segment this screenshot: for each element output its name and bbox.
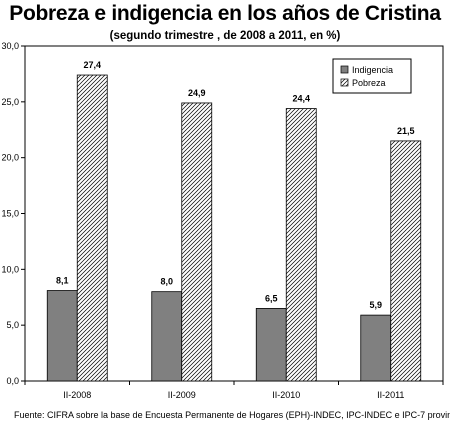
y-tick-label: 20,0: [1, 153, 19, 163]
plot-area: 0,0 5,0 10,0 15,0 20,0 25,0 30,0 8,1 27,4 II-2008…: [1, 41, 444, 400]
data-label: 5,9: [369, 300, 382, 310]
chart-subtitle: (segundo trimestre , de 2008 a 2011, en …: [109, 30, 341, 42]
y-tick-label: 15,0: [1, 209, 19, 219]
bar-indigencia-ii-2011: [360, 314, 392, 382]
data-label: 21,5: [397, 126, 415, 136]
x-tick-label: II-2010: [272, 390, 300, 400]
chart-title: Pobreza e indigencia en los años de Cris…: [9, 2, 441, 25]
data-label: 27,4: [83, 60, 101, 70]
legend-label-indigencia: Indigencia: [352, 65, 393, 75]
y-tick-label: 10,0: [1, 264, 19, 274]
y-tick-label: 5,0: [6, 320, 19, 330]
bar-indigencia-ii-2008: [46, 290, 78, 382]
data-label: 24,4: [292, 94, 310, 104]
data-label: 8,1: [56, 276, 69, 286]
legend-swatch-pobreza: [340, 78, 349, 87]
bar-pobreza-ii-2008: [76, 74, 108, 382]
bar-pobreza-ii-2011: [390, 140, 422, 382]
y-tick-label: 30,0: [1, 41, 19, 51]
x-tick-label: II-2011: [377, 390, 404, 400]
bar-indigencia-ii-2009: [151, 291, 183, 382]
y-tick-label: 0,0: [6, 376, 19, 386]
x-tick-label: II-2008: [63, 390, 91, 400]
bar-pobreza-ii-2009: [181, 102, 213, 382]
x-tick-label: II-2009: [168, 390, 196, 400]
legend-label-pobreza: Pobreza: [352, 78, 386, 88]
legend-box: [332, 58, 412, 94]
source-note: Fuente: CIFRA sobre la base de Encuesta …: [14, 410, 450, 420]
data-label: 8,0: [160, 277, 173, 287]
y-tick-label: 25,0: [1, 97, 19, 107]
legend-swatch-indigencia: [340, 65, 349, 74]
bar-indigencia-ii-2010: [255, 308, 287, 382]
data-label: 24,9: [188, 88, 206, 98]
data-label: 6,5: [265, 293, 278, 303]
bar-pobreza-ii-2010: [285, 108, 317, 382]
